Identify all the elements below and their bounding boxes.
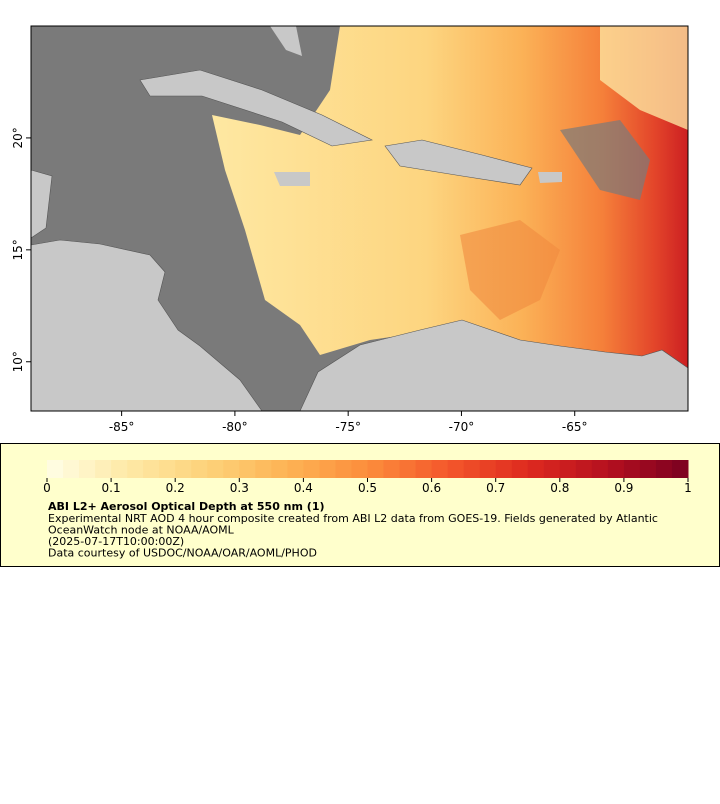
colorbar-swatch xyxy=(191,460,208,478)
colorbar-swatch xyxy=(63,460,80,478)
x-tick-label: -80° xyxy=(222,420,248,434)
colorbar-swatch xyxy=(479,460,497,478)
colorbar-swatch xyxy=(623,460,641,478)
colorbar-swatch xyxy=(671,460,689,478)
colorbar-swatch xyxy=(127,460,144,478)
colorbar-swatch xyxy=(271,460,288,478)
caption: Experimental NRT AOD 4 hour composite cr… xyxy=(48,512,658,560)
caption-title: ABI L2+ Aerosol Optical Depth at 550 nm … xyxy=(48,500,325,513)
colorbar-swatch xyxy=(287,460,304,478)
land xyxy=(31,169,53,239)
colorbar-swatch xyxy=(319,460,336,478)
land xyxy=(384,139,533,186)
colorbar-tick-label: 0 xyxy=(43,481,51,495)
y-tick-label: 15° xyxy=(11,239,25,260)
colorbar-tick-label: 0.1 xyxy=(102,481,121,495)
colorbar-tick-label: 0.6 xyxy=(422,481,441,495)
colorbar-tick-label: 0.5 xyxy=(358,481,377,495)
colorbar-swatch xyxy=(415,460,433,478)
caption-line: OceanWatch node at NOAA/AOML xyxy=(48,524,235,537)
colorbar-tick-label: 0.9 xyxy=(614,481,633,495)
aerosol-field xyxy=(460,220,560,320)
colorbar-swatch xyxy=(111,460,128,478)
colorbar-swatch xyxy=(607,460,625,478)
colorbar-tick-label: 0.2 xyxy=(166,481,185,495)
colorbar-swatch xyxy=(655,460,673,478)
colorbar-swatch xyxy=(79,460,96,478)
colorbar-swatch xyxy=(335,460,352,478)
colorbar-swatch xyxy=(527,460,545,478)
map-frame xyxy=(30,25,689,412)
land xyxy=(31,239,263,411)
colorbar-swatch xyxy=(559,460,577,478)
colorbar-tick-label: 0.8 xyxy=(550,481,569,495)
colorbar-swatch xyxy=(639,460,657,478)
aerosol-field xyxy=(600,26,688,130)
colorbar-swatch xyxy=(431,460,449,478)
caption-line: (2025-07-17T10:00:00Z) xyxy=(48,535,184,548)
land xyxy=(270,26,302,56)
colorbar-swatch xyxy=(399,460,417,478)
colorbar-swatch xyxy=(303,460,320,478)
colorbar-swatch xyxy=(207,460,224,478)
colorbar-swatch xyxy=(463,460,481,478)
x-tick-label: -65° xyxy=(562,420,588,434)
colorbar-swatch xyxy=(143,460,160,478)
colorbar-swatch xyxy=(383,460,401,478)
y-tick-label: 20° xyxy=(11,127,25,148)
colorbar-swatch xyxy=(367,460,385,478)
caption-line: Experimental NRT AOD 4 hour composite cr… xyxy=(48,512,658,525)
map xyxy=(31,26,688,411)
colorbar-swatch xyxy=(575,460,593,478)
colorbar-tick-label: 0.7 xyxy=(486,481,505,495)
colorbar-swatch xyxy=(543,460,561,478)
caption-line: Data courtesy of USDOC/NOAA/OAR/AOML/PHO… xyxy=(48,547,317,560)
data-gap xyxy=(560,120,650,200)
colorbar-swatch xyxy=(175,460,192,478)
colorbar-swatch xyxy=(239,460,256,478)
land xyxy=(274,172,310,186)
colorbar-swatch xyxy=(47,460,64,478)
colorbar-tick-label: 0.4 xyxy=(294,481,313,495)
colorbar-swatch xyxy=(447,460,465,478)
colorbar-swatch xyxy=(95,460,112,478)
land xyxy=(139,69,373,147)
colorbar-swatch xyxy=(495,460,513,478)
land xyxy=(299,319,688,411)
colorbar-swatch xyxy=(223,460,240,478)
colorbar-swatch xyxy=(351,460,368,478)
colorbar-tick-label: 0.3 xyxy=(230,481,249,495)
colorbar-swatch xyxy=(511,460,529,478)
y-tick-label: 10° xyxy=(11,351,25,372)
colorbar-tick-label: 1 xyxy=(684,481,692,495)
colorbar-swatch xyxy=(159,460,176,478)
x-tick-label: -70° xyxy=(449,420,475,434)
colorbar-swatch xyxy=(255,460,272,478)
x-tick-label: -85° xyxy=(109,420,135,434)
x-tick-label: -75° xyxy=(335,420,361,434)
colorbar-swatch xyxy=(591,460,609,478)
land xyxy=(538,172,562,183)
